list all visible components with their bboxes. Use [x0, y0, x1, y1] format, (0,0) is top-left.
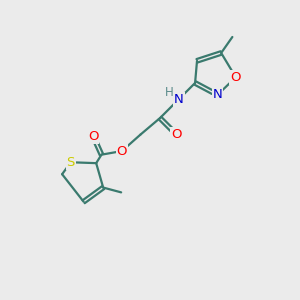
Text: O: O [88, 130, 98, 142]
Text: H: H [165, 86, 174, 99]
Text: O: O [230, 71, 241, 84]
Text: O: O [171, 128, 182, 141]
Text: N: N [174, 93, 184, 106]
Text: S: S [67, 156, 75, 169]
Text: N: N [213, 88, 222, 101]
Text: O: O [117, 145, 127, 158]
